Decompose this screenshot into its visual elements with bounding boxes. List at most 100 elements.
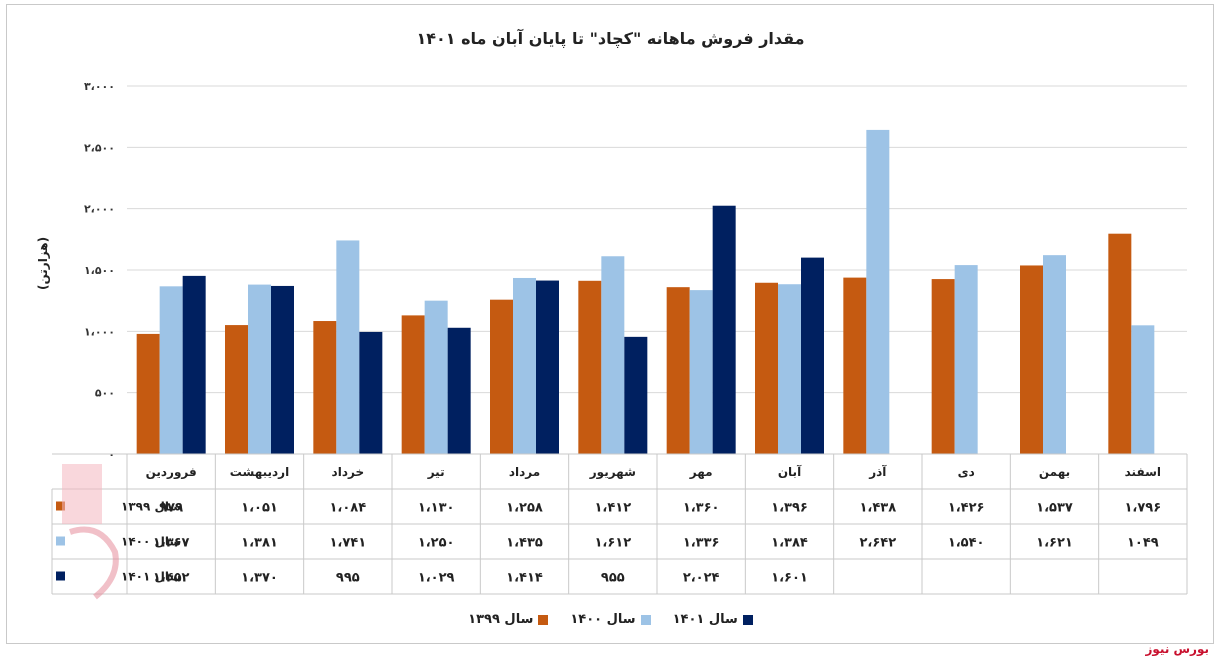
data-label: ۱،۲۵۰ [418,536,455,551]
x-tick-label: دی [958,465,975,479]
bar-1399 [843,277,867,454]
data-label: ۱،۴۳۵ [506,536,543,551]
data-label: ۱،۰۲۹ [418,571,455,586]
y-tick-label: ۳،۰۰۰ [84,80,115,93]
data-label: ۱،۷۹۶ [1124,501,1161,516]
data-label: ۲،۶۴۲ [859,536,896,551]
x-tick-label: مرداد [509,465,540,479]
bar-1399 [490,299,513,454]
data-label: ۹۷۹ [159,501,183,516]
bar-1401 [712,205,736,454]
data-label: ۱،۳۷۰ [241,571,278,586]
bar-1400 [1043,255,1066,454]
x-tick-label: فروردین [146,465,197,480]
data-label: ۱۰۴۹ [1127,536,1159,551]
table-key-swatch [56,501,65,511]
bar-1399 [931,279,955,454]
x-tick-label: آذر [868,464,887,479]
bar-1400 [159,286,183,454]
source-label: بورس نیوز [1145,642,1209,656]
legend-item-1400: سال ۱۴۰۰ [570,612,651,627]
data-label: ۱،۳۳۶ [683,536,720,551]
bar-1401 [624,336,648,454]
chart-frame [6,4,1214,644]
bar-1400 [866,129,890,454]
table-key-swatch [56,536,65,546]
x-tick-label: خرداد [332,465,365,479]
bar-1400 [778,284,801,454]
bar-1401 [801,257,824,454]
data-label: ۱،۲۵۸ [506,501,543,516]
chart-legend: سال ۱۳۹۹ سال ۱۴۰۰ سال ۱۴۰۱ [0,612,1221,627]
legend-label-1401: سال ۱۴۰۱ [672,612,738,627]
bar-1400 [954,265,978,454]
data-label: ۱،۰۵۱ [241,501,278,516]
data-label: ۱،۰۸۴ [329,501,366,516]
y-tick-label: ۱،۵۰۰ [84,264,115,277]
x-tick-label: تیر [427,465,445,479]
data-label: ۱،۳۶۷ [153,536,190,551]
legend-swatch-1400 [640,614,651,625]
data-label: ۱،۷۴۱ [329,536,366,551]
bar-1401 [271,285,294,454]
x-tick-label: شهریور [589,465,636,480]
bar-1399 [1020,265,1043,454]
bar-1400 [424,300,448,454]
y-tick-label: ۲،۵۰۰ [84,141,115,154]
bar-1399 [755,282,778,454]
bar-1401 [182,275,206,454]
data-label: ۱،۴۲۶ [948,501,985,516]
legend-label-1399: سال ۱۳۹۹ [468,612,534,627]
data-label: ۱،۴۳۸ [859,501,896,516]
table-key-swatch [56,571,65,581]
bar-1400 [336,240,360,454]
bar-1399 [1108,233,1132,454]
data-label: ۱،۵۳۷ [1036,501,1073,516]
bar-1401 [359,331,383,454]
data-label: ۹۵۵ [601,571,625,586]
bar-1400 [513,277,536,454]
legend-swatch-1401 [742,614,753,625]
x-tick-label: مهر [689,465,713,479]
y-tick-label: ۱،۰۰۰ [84,325,115,338]
legend-label-1400: سال ۱۴۰۰ [570,612,636,627]
watermark-logo [62,464,119,600]
data-label: ۲،۰۲۴ [683,571,720,586]
data-label: ۱،۶۲۱ [1036,536,1073,551]
bar-1401 [536,280,559,454]
table-series-label: سال ۱۳۹۹ [121,500,181,514]
legend-item-1399: سال ۱۳۹۹ [468,612,549,627]
data-label: ۱،۳۹۶ [771,501,808,516]
x-tick-label: بهمن [1039,465,1070,479]
data-label: ۱،۶۰۱ [771,571,808,586]
bar-1400 [601,256,625,454]
data-label: ۱،۴۱۲ [594,501,631,516]
data-label: ۱،۶۱۲ [594,536,631,551]
bar-1399 [401,315,425,454]
data-label: ۱،۳۸۴ [771,536,808,551]
chart-title: مقدار فروش ماهانه "کچاد" تا پایان آبان م… [416,29,805,48]
bar-1400 [689,290,713,454]
data-label: ۱،۱۳۰ [418,501,455,516]
data-label: ۱،۳۸۱ [241,536,278,551]
x-tick-label: اسفند [1125,465,1161,479]
bar-1399 [225,325,248,454]
data-label: ۱،۴۵۲ [153,571,190,586]
y-tick-label: ۲،۰۰۰ [84,203,115,216]
data-label: ۱،۳۶۰ [683,501,720,516]
bar-1399 [136,333,160,454]
bar-1400 [1131,325,1155,454]
data-label: ۱،۵۴۰ [948,536,985,551]
data-label: ۱،۴۱۴ [506,571,543,586]
legend-item-1401: سال ۱۴۰۱ [673,612,753,627]
legend-swatch-1399 [538,614,549,625]
bar-1400 [248,284,271,454]
bar-1401 [447,327,471,454]
bar-1399 [313,321,337,454]
y-tick-label: ۵۰۰ [95,387,115,400]
bar-1399 [666,287,690,454]
table-series-label: سال ۱۴۰۰ [121,535,181,549]
table-series-label: سال ۱۴۰۱ [121,570,181,584]
x-tick-label: اردیبهشت [230,465,289,479]
